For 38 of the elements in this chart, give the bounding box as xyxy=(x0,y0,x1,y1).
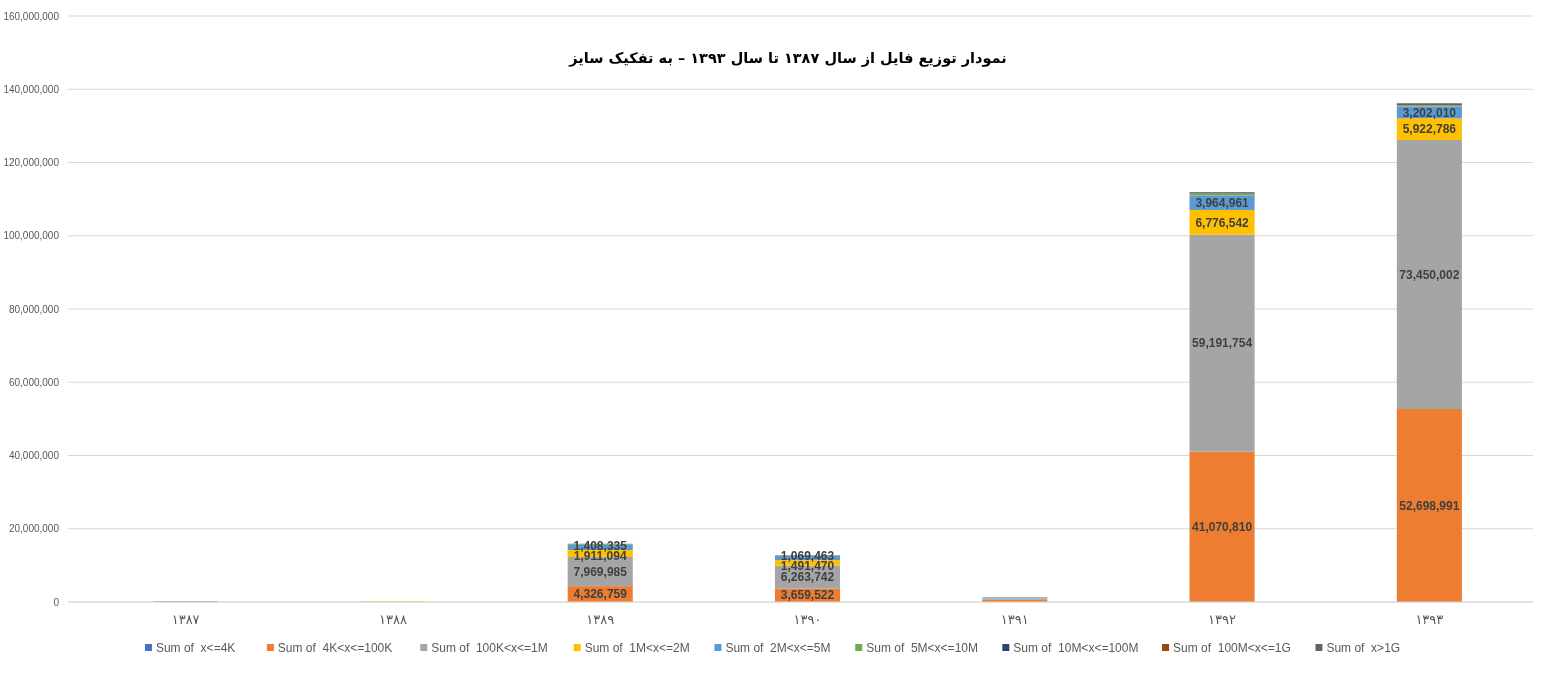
y-tick-label: 40,000,000 xyxy=(8,450,60,461)
x-tick-label: ۱۳۹۰ xyxy=(793,611,822,627)
legend-label: Sum of 100M<x<=1G xyxy=(1173,641,1291,656)
y-tick-label: 60,000,000 xyxy=(8,376,60,388)
x-tick-label: ۱۳۹۱ xyxy=(1000,611,1029,627)
legend-label: Sum of 4K<x<=100K xyxy=(277,641,393,656)
y-tick-label: 80,000,000 xyxy=(8,303,60,315)
data-label: 3,202,010 xyxy=(1402,105,1457,120)
text: نمودار توزیع فایل از سال ۱۳۸۷ تا سال ۱۳۹۳ – به تفکیک سایز xyxy=(568,50,1007,68)
data-label: 3,964,961 xyxy=(1195,195,1250,210)
data-label: 73,450,002 xyxy=(1399,267,1460,282)
data-label: 52,698,991 xyxy=(1399,498,1460,513)
data-label: 41,070,810 xyxy=(1192,519,1253,534)
y-tick-label: 100,000,000 xyxy=(3,230,60,242)
legend-label: Sum of x<=4K xyxy=(155,641,236,656)
y-tick-label: 140,000,000 xyxy=(3,83,60,95)
legend-label: Sum of 10M<x<=100M xyxy=(1013,641,1139,656)
y-tick-label: 120,000,000 xyxy=(3,157,60,168)
data-label: 6,776,542 xyxy=(1195,215,1250,230)
legend-label: Sum of 2M<x<=5M xyxy=(725,641,831,656)
data-label: 5,922,786 xyxy=(1402,122,1457,137)
x-tick-label: ۱۳۸۷ xyxy=(171,611,200,627)
legend-label: Sum of x>1G xyxy=(1326,641,1401,656)
y-tick-label: 20,000,000 xyxy=(8,523,60,535)
legend-label: Sum of 5M<x<=10M xyxy=(866,641,978,656)
data-label: 3,659,522 xyxy=(780,588,835,603)
data-label: 7,969,985 xyxy=(573,564,628,579)
x-tick-label: ۱۳۹۳ xyxy=(1415,611,1444,627)
x-tick-label: ۱۳۸۹ xyxy=(586,611,615,627)
y-tick-label: 0 xyxy=(53,596,60,608)
data-label: 4,326,759 xyxy=(573,587,628,602)
legend-label: Sum of 100K<x<=1M xyxy=(431,641,548,656)
data-label: 59,191,754 xyxy=(1192,336,1253,351)
y-tick-label: 160,000,000 xyxy=(3,10,60,22)
legend-label: Sum of 1M<x<=2M xyxy=(584,641,690,656)
x-tick-label: ۱۳۹۲ xyxy=(1208,611,1237,627)
data-label: 6,263,742 xyxy=(780,570,835,585)
x-tick-label: ۱۳۸۸ xyxy=(378,611,407,627)
